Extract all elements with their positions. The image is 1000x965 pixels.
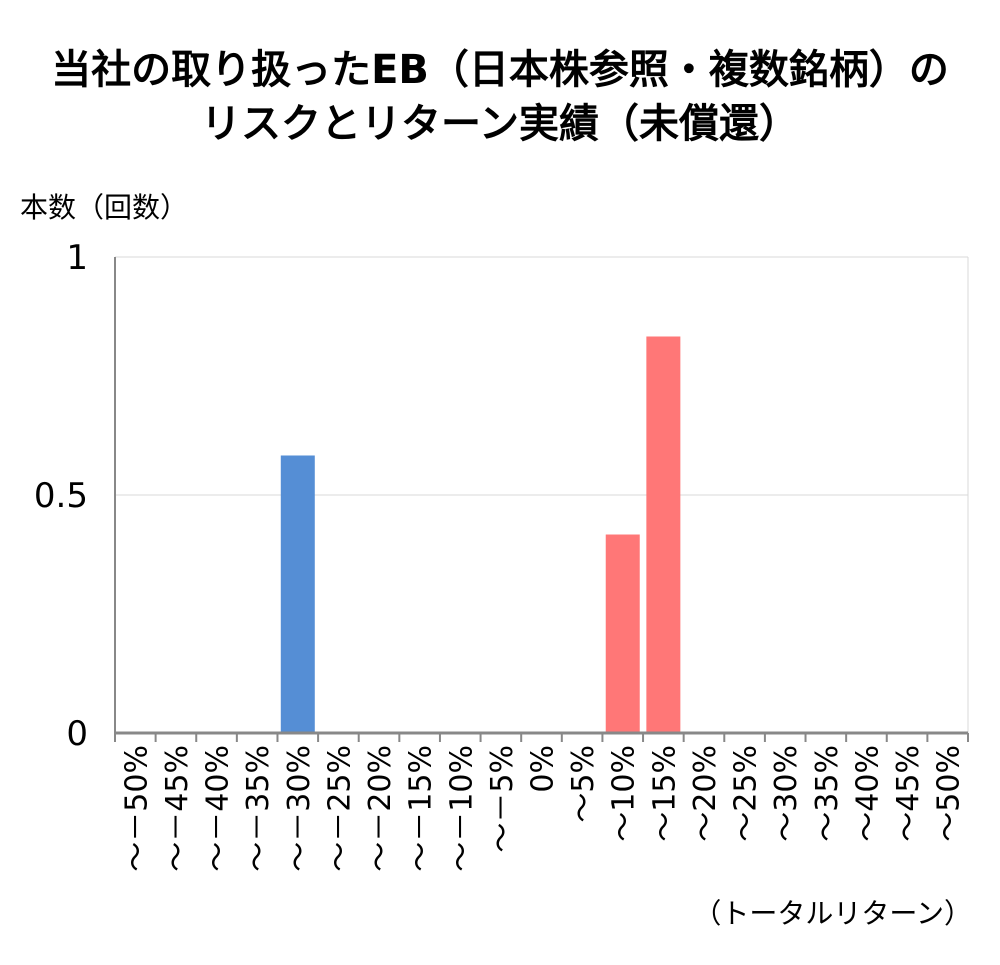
x-tick-label: ～－30%	[282, 745, 317, 872]
x-tick-label: ～35%	[810, 745, 845, 842]
x-tick-label: ～50%	[932, 745, 967, 842]
x-tick-label: ～－35%	[241, 745, 276, 872]
bar	[280, 455, 315, 733]
x-tick-label: ～45%	[891, 745, 926, 842]
x-tick-label: ～－40%	[201, 745, 236, 872]
chart-title-line-1: 当社の取り扱ったEB（日本株参照・複数銘柄）の	[51, 47, 949, 93]
chart-title-line-2: リスクとリターン実績（未償還）	[201, 101, 799, 147]
x-tick-label: ～40%	[850, 745, 885, 842]
x-tick-label: ～－20%	[363, 745, 398, 872]
bar	[605, 534, 640, 733]
x-tick-label: ～－45%	[160, 745, 195, 872]
x-axis-label: （トータルリターン）	[693, 897, 972, 930]
x-tick-label: ～20%	[688, 745, 723, 842]
y-axis-label: 本数（回数）	[20, 191, 189, 224]
bar	[646, 336, 681, 733]
x-tick-label: ～30%	[769, 745, 804, 842]
x-tick-label: ～25%	[729, 745, 764, 842]
x-tick-label: ～15%	[647, 745, 682, 842]
x-tick-label: 0%	[526, 745, 561, 793]
y-tick-label: 0	[66, 714, 88, 754]
y-tick-label: 1	[66, 238, 88, 278]
x-tick-label: ～－5%	[485, 745, 520, 853]
x-tick-label: ～－25%	[322, 745, 357, 872]
x-tick-label: ～－15%	[404, 745, 439, 872]
y-tick-label: 0.5	[34, 476, 88, 516]
x-tick-label: ～10%	[607, 745, 642, 842]
x-tick-label: ～5%	[566, 745, 601, 823]
x-tick-label: ～－50%	[119, 745, 154, 872]
x-tick-label: ～－10%	[444, 745, 479, 872]
